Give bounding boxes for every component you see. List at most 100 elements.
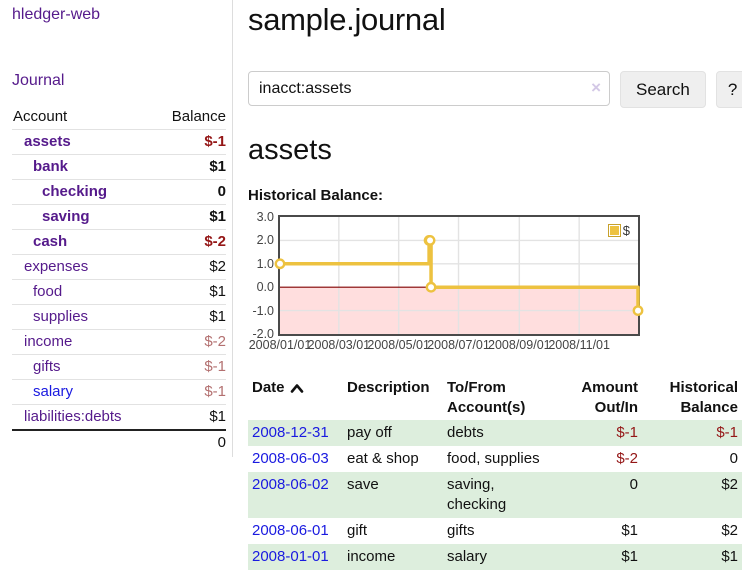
- transaction-description: save: [347, 476, 379, 493]
- transaction-date-link[interactable]: 2008-06-03: [252, 450, 329, 467]
- account-title: assets: [248, 134, 332, 166]
- transaction-date-link[interactable]: 2008-01-01: [252, 548, 329, 565]
- account-row: liabilities:debts $1: [12, 404, 226, 430]
- legend-swatch-icon: [607, 224, 621, 237]
- y-axis-labels: 3.0 2.0 1.0 0.0 -1.0 -2.0: [248, 210, 278, 341]
- x-axis-tick-label: 2008/07/01: [427, 338, 490, 352]
- amount-column-header: Amount Out/In: [581, 379, 638, 416]
- register-table-body: 2008-12-31 pay off debts $-1 $-1 2008-06-03 ea…: [248, 420, 742, 570]
- account-link-bank[interactable]: bank: [33, 158, 69, 175]
- account-balance: $1: [154, 404, 226, 430]
- transaction-row: 2008-06-02 save saving, checking 0 $2: [248, 472, 742, 518]
- chart-title: Historical Balance:: [248, 187, 384, 204]
- transaction-row: 2008-06-03 eat & shop food, supplies $-2 0: [248, 446, 742, 472]
- transaction-row: 2008-12-31 pay off debts $-1 $-1: [248, 420, 742, 446]
- x-axis-tick-label: 2008/05/01: [367, 338, 430, 352]
- account-row: salary $-1: [12, 379, 226, 405]
- app-root: hledger-web Journal Account Balance asse…: [0, 0, 742, 570]
- account-row: cash $-2: [12, 229, 226, 255]
- transaction-amount: $-1: [616, 424, 638, 441]
- transaction-date-link[interactable]: 2008-06-01: [252, 522, 329, 539]
- clear-search-icon[interactable]: ×: [591, 78, 601, 97]
- accounts-table-body: assets $-1 bank $1 checking 0 saving $1 cash $-2 e…: [12, 129, 226, 430]
- accounts-total-spacer: [12, 429, 155, 455]
- account-row: expenses $2: [12, 254, 226, 280]
- transaction-balance: $2: [721, 522, 738, 539]
- search-help-button[interactable]: ?: [715, 71, 742, 108]
- date-column-header-label: Date: [252, 379, 285, 396]
- chart-plot-area: $: [274, 215, 644, 336]
- brand-link[interactable]: hledger-web: [12, 6, 101, 23]
- search-input[interactable]: [248, 71, 610, 106]
- account-link-saving[interactable]: saving: [42, 208, 90, 225]
- sidebar: hledger-web Journal Account Balance asse…: [0, 0, 233, 457]
- transaction-accounts: saving, checking: [447, 476, 507, 513]
- account-link-salary[interactable]: salary: [33, 383, 74, 400]
- search-button[interactable]: Search: [620, 71, 706, 108]
- chart-flex: 3.0 2.0 1.0 0.0 -1.0 -2.0 $: [248, 210, 742, 341]
- transaction-balance: $-1: [716, 424, 738, 441]
- date-column-header[interactable]: Date: [248, 376, 343, 420]
- transaction-amount: $1: [621, 548, 638, 565]
- account-row: checking 0: [12, 179, 226, 205]
- transaction-row: 2008-06-01 gift gifts $1 $2: [248, 518, 742, 544]
- transaction-balance: $1: [721, 548, 738, 565]
- account-row: income $-2: [12, 329, 226, 355]
- brand: hledger-web: [12, 6, 226, 24]
- balance-chart: 3.0 2.0 1.0 0.0 -1.0 -2.0 $ 2008/01/01 2008/03…: [248, 210, 742, 356]
- account-row: assets $-1: [12, 129, 226, 155]
- x-axis-tick-label: 2008/09/01: [488, 338, 551, 352]
- account-link-expenses[interactable]: expenses: [24, 258, 89, 275]
- search-box: ×: [248, 71, 610, 108]
- account-link-income[interactable]: income: [24, 333, 73, 350]
- account-balance: 0: [154, 179, 226, 205]
- legend-label: $: [622, 223, 630, 238]
- transaction-description: pay off: [347, 424, 392, 441]
- account-link-assets[interactable]: assets: [24, 133, 71, 150]
- sidebar-item-journal[interactable]: Journal: [12, 72, 65, 89]
- transaction-accounts: debts: [447, 424, 484, 441]
- sort-ascending-icon: [290, 384, 303, 393]
- description-column-header: Description: [347, 379, 430, 396]
- accounts-table: Account Balance assets $-1 bank $1 checking 0…: [12, 106, 226, 455]
- account-row: supplies $1: [12, 304, 226, 330]
- x-axis-labels: 2008/01/01 2008/03/01 2008/05/01 2008/07/01…: [249, 338, 742, 356]
- transaction-description: income: [347, 548, 396, 565]
- transaction-balance: 0: [729, 450, 738, 467]
- account-row: bank $1: [12, 154, 226, 180]
- account-link-liabilities-debts[interactable]: liabilities:debts: [24, 408, 122, 425]
- y-axis-tick-label: -1.0: [252, 303, 274, 318]
- sidebar-nav: Journal: [12, 72, 226, 90]
- account-link-gifts[interactable]: gifts: [33, 358, 61, 375]
- account-balance: $-2: [154, 329, 226, 355]
- account-link-checking[interactable]: checking: [42, 183, 108, 200]
- y-axis-tick-label: 0.0: [256, 280, 274, 295]
- account-link-cash[interactable]: cash: [33, 233, 68, 250]
- accounts-total-row: 0: [12, 429, 226, 455]
- accounts-table-header-row: Account Balance: [12, 106, 226, 130]
- register-table: Date Description To/From Account(s) Amou…: [248, 376, 742, 570]
- account-link-supplies[interactable]: supplies: [33, 308, 89, 325]
- register-header-row: Date Description To/From Account(s) Amou…: [248, 376, 742, 420]
- page-title: sample.journal: [248, 2, 446, 37]
- account-balance: $-1: [154, 379, 226, 405]
- chart-legend: $: [605, 222, 632, 239]
- transaction-description: gift: [347, 522, 368, 539]
- x-axis-tick-label: 2008/03/01: [307, 338, 371, 352]
- x-axis-tick-label: 2008/11/01: [548, 338, 610, 352]
- transaction-balance: $2: [721, 476, 738, 493]
- x-axis-tick-label: 2008/01/01: [248, 338, 312, 352]
- account-balance: $1: [154, 279, 226, 305]
- transaction-date-link[interactable]: 2008-12-31: [252, 424, 329, 441]
- account-row: saving $1: [12, 204, 226, 230]
- account-balance: $-1: [154, 129, 226, 155]
- search-form: × Search ?: [248, 71, 742, 108]
- tofrom-column-header: To/From Account(s): [447, 379, 526, 416]
- account-link-food[interactable]: food: [33, 283, 63, 300]
- transaction-date-link[interactable]: 2008-06-02: [252, 476, 329, 493]
- y-axis-tick-label: 3.0: [256, 210, 274, 224]
- account-balance: $-2: [154, 229, 226, 255]
- accounts-total-value: 0: [154, 429, 226, 455]
- transaction-amount: $-2: [616, 450, 638, 467]
- transaction-accounts: food, supplies: [447, 450, 540, 467]
